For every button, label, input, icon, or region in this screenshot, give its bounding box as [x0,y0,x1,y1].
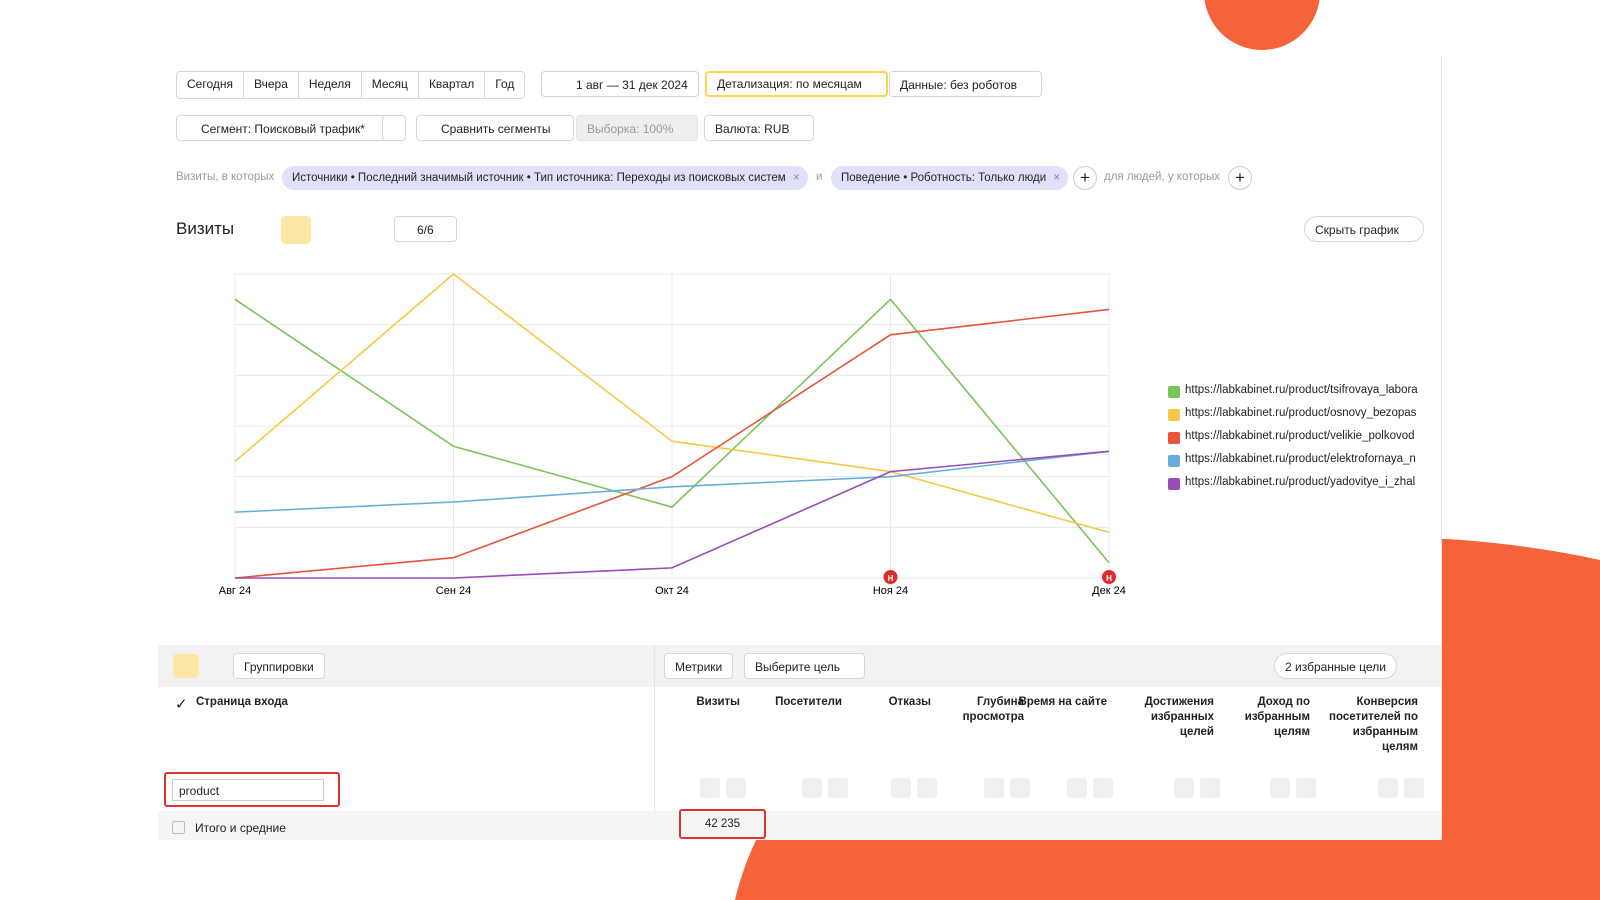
column-icon [1404,778,1424,798]
column-header[interactable]: Отказы [888,696,931,708]
column-icon [1010,778,1030,798]
hide-chart-button[interactable]: Скрыть график [1304,216,1424,242]
add-people-filter[interactable]: + [1228,166,1252,190]
filter-joiner: и [816,171,823,183]
column-header[interactable]: Визиты [696,696,740,708]
filter-chip[interactable]: Источники • Последний значимый источник … [282,166,808,190]
column-icon [984,778,1004,798]
column-header[interactable]: Посетители [775,696,842,708]
legend-swatch[interactable] [1168,409,1180,421]
dimension-header: Страница входа [196,696,288,708]
column-icon [917,778,937,798]
column-icon [700,778,720,798]
column-icon [1270,778,1290,798]
column-icon [1378,778,1398,798]
filter-prefix: Визиты, в которых [176,171,275,183]
metrics-button[interactable]: Метрики [664,653,734,679]
period-button[interactable]: Месяц [362,72,419,98]
data-filter-dropdown[interactable]: Данные: без роботов [889,71,1043,97]
period-button[interactable]: Неделя [299,72,362,98]
compare-dropdown[interactable]: Сравнить сегменты [416,115,574,141]
dimension-checkbox[interactable]: ✓ [175,696,188,713]
groupings-button[interactable]: Группировки [233,653,325,679]
column-icon [1174,778,1194,798]
column-icon [1093,778,1113,798]
period-button[interactable]: Сегодня [177,72,244,98]
sample-dropdown[interactable]: Выборка: 100% [576,115,699,141]
totals-highlight [679,809,766,839]
legend-swatch[interactable] [1168,455,1180,467]
column-header[interactable]: Время на сайте [1018,696,1107,708]
detail-dropdown[interactable]: Детализация: по месяцам [705,71,888,97]
legend-label: https://labkabinet.ru/product/tsifrovaya… [1185,384,1418,396]
decor-circle [1204,0,1320,50]
goal-dropdown[interactable]: Выберите цель [744,653,866,679]
column-icon [1067,778,1087,798]
filter-chip[interactable]: Поведение • Роботность: Только люди [831,166,1069,190]
column-icon [726,778,746,798]
favorites-button[interactable]: 2 избранные цели [1274,653,1397,679]
totals-visits: 42 235 [704,818,741,830]
legend-label: https://labkabinet.ru/product/elektrofor… [1185,453,1416,465]
column-header[interactable]: Глубина просмотра [962,696,1024,723]
legend-swatch[interactable] [1168,386,1180,398]
legend-label: https://labkabinet.ru/product/yadovitye_… [1185,476,1416,488]
view-list[interactable] [173,654,199,678]
column-header[interactable]: Доход по избранным целям [1244,696,1310,738]
segment-dropdown[interactable]: Сегмент: Поисковый трафик* [176,115,392,141]
search-input[interactable]: product [172,779,324,801]
search-highlight [164,772,340,807]
column-icon [891,778,911,798]
totals-checkbox[interactable] [172,821,185,834]
column-icon [1296,778,1316,798]
legend-swatch[interactable] [1168,432,1180,444]
column-header[interactable]: Конверсия посетителей по избранным целям [1329,696,1418,753]
column-icon [802,778,822,798]
period-button[interactable]: Квартал [419,72,486,98]
add-filter[interactable]: + [1073,166,1097,190]
table-divider [654,645,655,840]
legend-label: https://labkabinet.ru/product/osnovy_bez… [1185,407,1417,419]
date-range-button[interactable]: 1 авг — 31 дек 2024 [541,71,699,97]
legend-label: https://labkabinet.ru/product/velikie_po… [1185,430,1415,442]
column-icon [828,778,848,798]
currency-dropdown[interactable]: Валюта: RUB [704,115,815,141]
chart-type-line[interactable] [281,216,311,244]
period-button[interactable]: Вчера [244,72,299,98]
totals-label: Итого и средние [195,821,286,835]
series-count-dropdown[interactable]: 6/6 [394,216,457,242]
segment-clear[interactable] [382,115,406,141]
column-header[interactable]: Достижения избранных целей [1144,696,1214,738]
people-prefix: для людей, у которых [1104,171,1221,183]
chart-title: Визиты [176,219,235,238]
legend-swatch[interactable] [1168,478,1180,490]
column-icon [1200,778,1220,798]
period-button[interactable]: Год [495,77,515,91]
period-selector: Сегодня Вчера Неделя Месяц Квартал Год [176,71,526,99]
totals-row-bg [158,811,1441,840]
